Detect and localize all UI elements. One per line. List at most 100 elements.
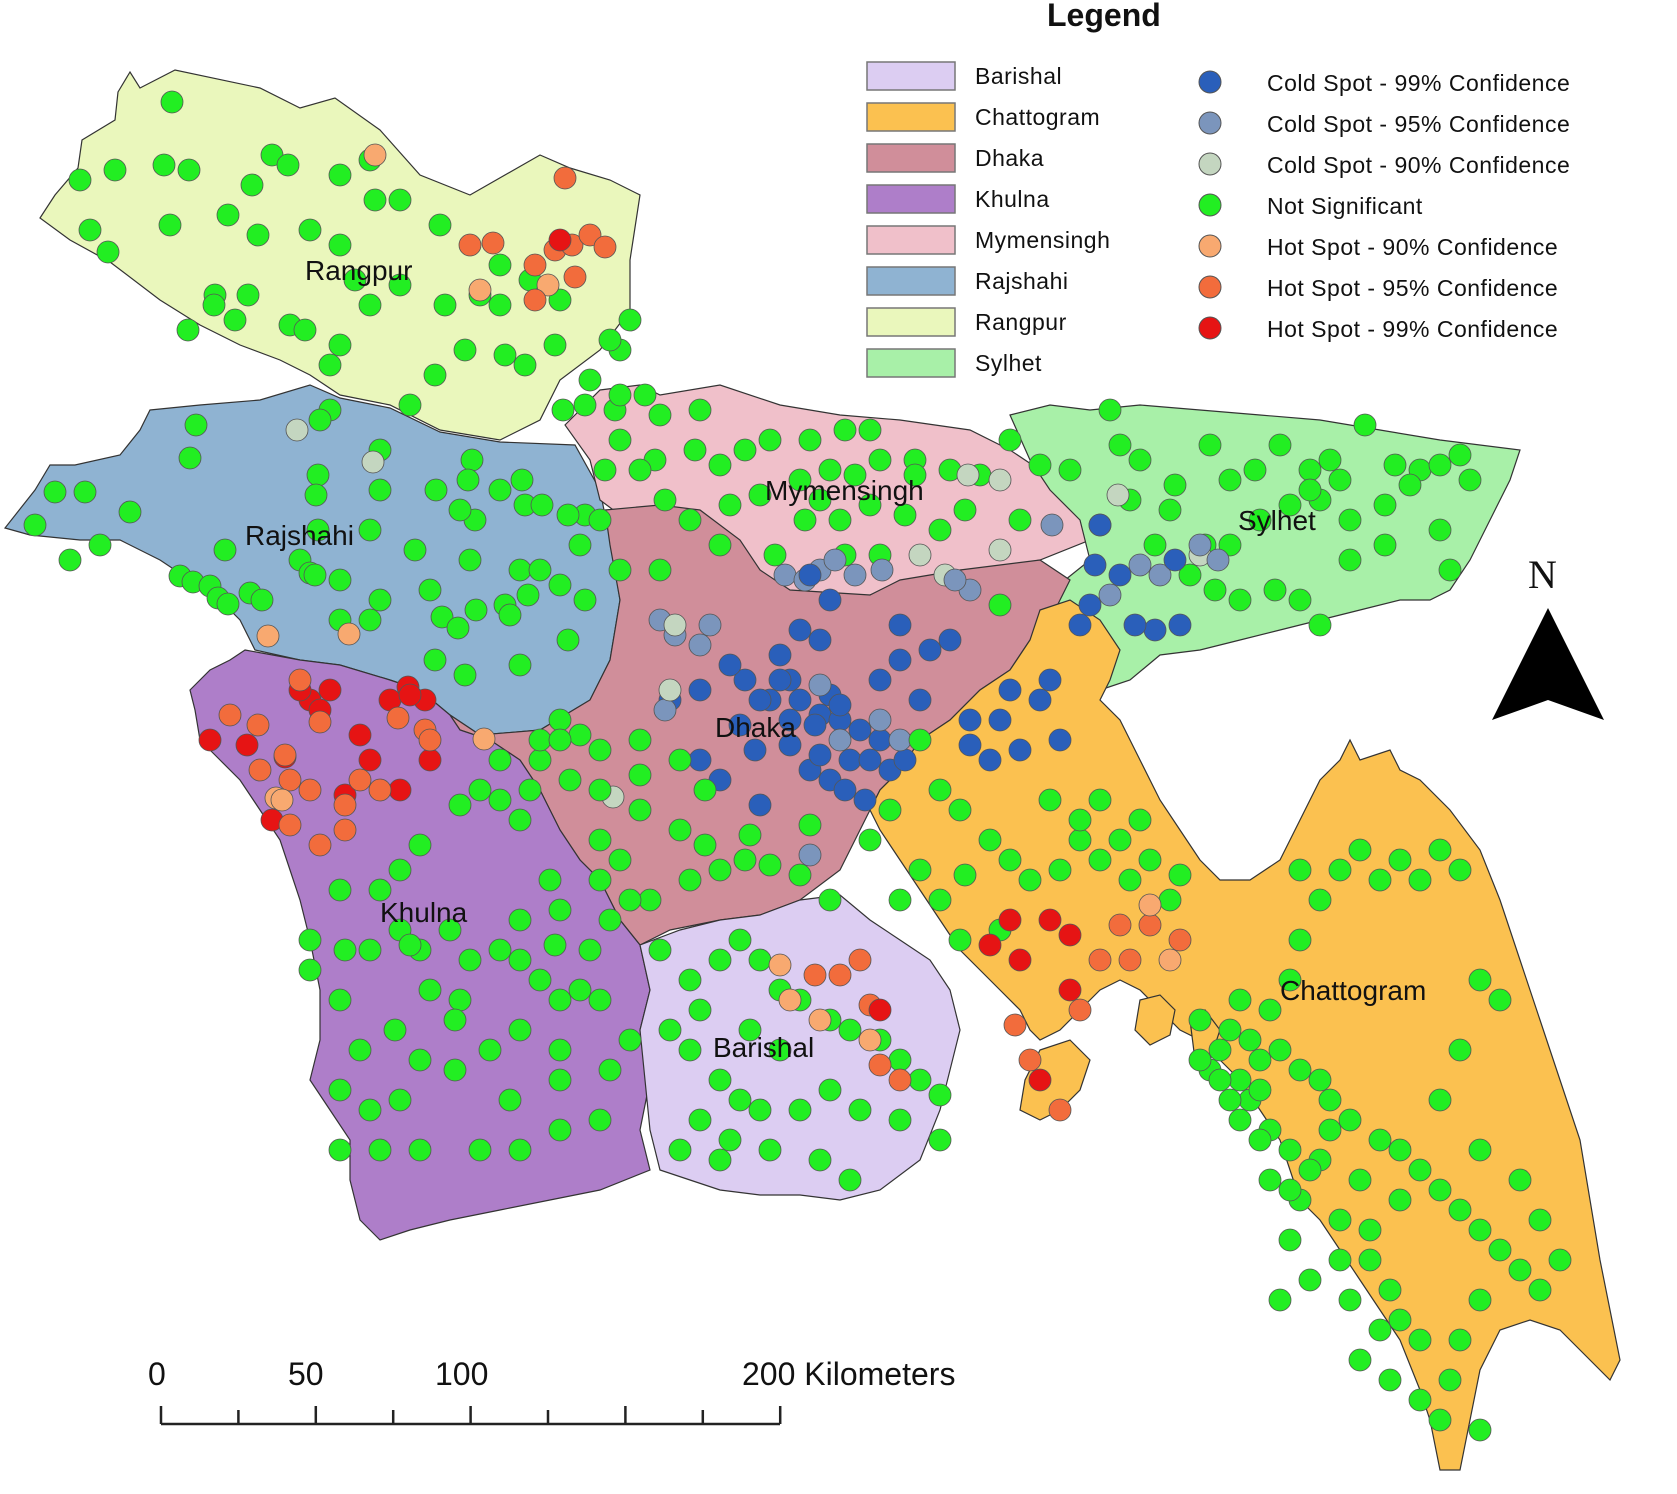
hotspot-point bbox=[958, 733, 982, 757]
hotspot-point bbox=[988, 468, 1012, 492]
hotspot-point bbox=[1338, 1288, 1362, 1312]
legend-region-item: Sylhet bbox=[866, 348, 1042, 378]
hotspot-point bbox=[464, 598, 488, 622]
hotspot-point bbox=[184, 413, 208, 437]
hotspot-point bbox=[758, 1138, 782, 1162]
hotspot-point bbox=[468, 778, 492, 802]
hotspot-point bbox=[1428, 518, 1452, 542]
hotspot-point bbox=[1138, 848, 1162, 872]
hotspot-point bbox=[1248, 508, 1272, 532]
legend-region-label: Rajshahi bbox=[975, 268, 1069, 294]
hotspot-point bbox=[618, 308, 642, 332]
hotspot-point bbox=[858, 418, 882, 442]
scale-label-0: 0 bbox=[148, 1356, 166, 1392]
north-arrow: N bbox=[1492, 552, 1604, 720]
hotspot-point bbox=[423, 363, 447, 387]
hotspot-point bbox=[1098, 398, 1122, 422]
hotspot-point bbox=[828, 728, 852, 752]
hotspot-point bbox=[1288, 1058, 1312, 1082]
hotspot-point bbox=[938, 628, 962, 652]
hotspot-point bbox=[398, 933, 422, 957]
hotspot-point bbox=[803, 963, 827, 987]
hotspot-point bbox=[298, 928, 322, 952]
legend-category-item: Hot Spot - 99% Confidence bbox=[1198, 316, 1558, 342]
hotspot-point bbox=[333, 793, 357, 817]
hotspot-point bbox=[658, 678, 682, 702]
hotspot-point bbox=[998, 678, 1022, 702]
hotspot-point bbox=[1508, 1168, 1532, 1192]
hotspot-point bbox=[318, 353, 342, 377]
hotspot-point bbox=[328, 1138, 352, 1162]
hotspot-point bbox=[1528, 1208, 1552, 1232]
hotspot-point bbox=[608, 558, 632, 582]
hotspot-point bbox=[298, 958, 322, 982]
hotspot-point bbox=[593, 235, 617, 259]
hotspot-point bbox=[278, 768, 302, 792]
hotspot-point bbox=[868, 998, 892, 1022]
hotspot-point bbox=[838, 1168, 862, 1192]
hotspot-point bbox=[708, 453, 732, 477]
hotspot-point bbox=[688, 633, 712, 657]
hotspot-point bbox=[778, 988, 802, 1012]
hotspot-point bbox=[1268, 1038, 1292, 1062]
hotspot-point bbox=[1068, 998, 1092, 1022]
hotspot-point bbox=[1048, 1098, 1072, 1122]
hotspot-point bbox=[928, 888, 952, 912]
hotspot-point bbox=[248, 758, 272, 782]
hotspot-point bbox=[178, 446, 202, 470]
hotspot-point bbox=[1208, 1068, 1232, 1092]
hotspot-point bbox=[498, 603, 522, 627]
hotspot-point bbox=[1338, 1108, 1362, 1132]
hotspot-point bbox=[508, 653, 532, 677]
hotspot-point bbox=[708, 858, 732, 882]
legend-category-item: Hot Spot - 90% Confidence bbox=[1198, 234, 1558, 260]
hotspot-point bbox=[803, 713, 827, 737]
hotspot-point bbox=[768, 643, 792, 667]
hotspot-point bbox=[1128, 553, 1152, 577]
hotspot-point bbox=[598, 328, 622, 352]
hotspot-point bbox=[768, 668, 792, 692]
hotspot-point bbox=[628, 798, 652, 822]
hotspot-point bbox=[43, 480, 67, 504]
hotspot-point bbox=[1083, 553, 1107, 577]
hotspot-point bbox=[285, 418, 309, 442]
legend-category-item: Cold Spot - 90% Confidence bbox=[1198, 152, 1570, 178]
hotspot-point bbox=[240, 173, 264, 197]
label-barishal: Barishal bbox=[713, 1032, 814, 1063]
hotspot-point bbox=[388, 858, 412, 882]
hotspot-point bbox=[408, 1138, 432, 1162]
hotspot-point bbox=[508, 808, 532, 832]
hotspot-point bbox=[823, 548, 847, 572]
hotspot-point bbox=[988, 538, 1012, 562]
hotspot-point bbox=[1058, 458, 1082, 482]
hotspot-point bbox=[368, 478, 392, 502]
legend-category-marker bbox=[1198, 275, 1222, 299]
hotspot-point bbox=[888, 613, 912, 637]
hotspot-point bbox=[304, 483, 328, 507]
hotspot-point bbox=[1368, 1318, 1392, 1342]
hotspot-point bbox=[1338, 548, 1362, 572]
hotspot-point bbox=[358, 938, 382, 962]
legend-category-marker bbox=[1198, 234, 1222, 258]
hotspot-point bbox=[556, 503, 580, 527]
hotspot-point bbox=[306, 518, 330, 542]
legend-region-label: Mymensingh bbox=[975, 227, 1110, 253]
hotspot-point bbox=[383, 1018, 407, 1042]
hotspot-point bbox=[618, 1028, 642, 1052]
hotspot-point bbox=[443, 1008, 467, 1032]
hotspot-point bbox=[1458, 468, 1482, 492]
hotspot-point bbox=[551, 398, 575, 422]
legend-region-label: Rangpur bbox=[975, 309, 1067, 335]
hotspot-point bbox=[853, 788, 877, 812]
hotspot-point bbox=[748, 483, 772, 507]
hotspot-point bbox=[103, 158, 127, 182]
hotspot-point bbox=[270, 788, 294, 812]
hotspot-point bbox=[1448, 1038, 1472, 1062]
hotspot-point bbox=[693, 833, 717, 857]
hotspot-point bbox=[1373, 533, 1397, 557]
hotspot-point bbox=[958, 708, 982, 732]
hotspot-point bbox=[568, 533, 592, 557]
hotspot-point bbox=[424, 478, 448, 502]
hotspot-point bbox=[1408, 868, 1432, 892]
hotspot-point bbox=[1206, 548, 1230, 572]
